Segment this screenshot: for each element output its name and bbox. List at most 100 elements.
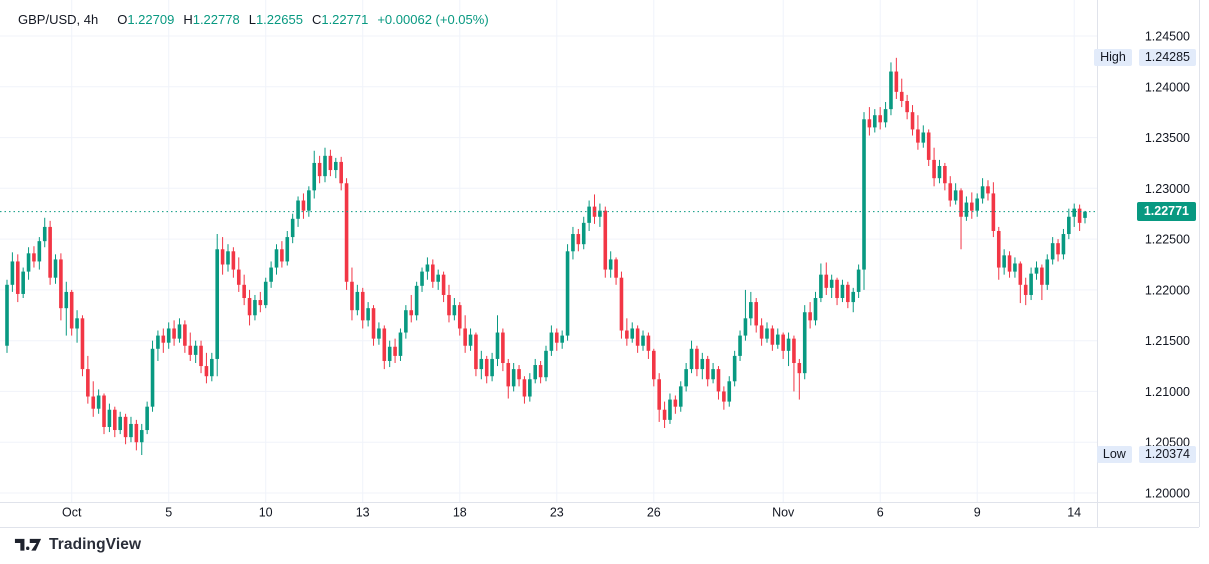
ohlc-open-value: 1.22709 bbox=[127, 12, 175, 27]
change-value: +0.00062 (+0.05%) bbox=[377, 12, 489, 27]
candle-body bbox=[700, 358, 705, 370]
candle-body bbox=[366, 308, 370, 321]
candle-body bbox=[436, 274, 440, 282]
tradingview-logo-icon bbox=[14, 538, 42, 551]
candle-body bbox=[598, 210, 602, 217]
candle-body bbox=[808, 312, 812, 321]
candle-body bbox=[344, 183, 349, 282]
candle-body bbox=[188, 345, 193, 355]
time-tick-label[interactable]: 9 bbox=[974, 506, 981, 520]
candle-body bbox=[490, 358, 494, 377]
candle-body bbox=[711, 369, 715, 380]
candle-body bbox=[695, 348, 699, 370]
candle-body bbox=[398, 332, 403, 356]
candle-body bbox=[738, 335, 742, 356]
time-tick-label[interactable]: 10 bbox=[259, 506, 273, 520]
time-tick-label[interactable]: Oct bbox=[62, 506, 82, 520]
candle-body bbox=[280, 249, 284, 262]
candle-body bbox=[824, 274, 829, 288]
candle-body bbox=[177, 324, 182, 339]
time-tick-label[interactable]: Nov bbox=[772, 506, 795, 520]
candle-body bbox=[317, 162, 322, 177]
high-marker-label: High bbox=[1094, 48, 1132, 66]
candle-body bbox=[544, 350, 548, 378]
candle-body bbox=[150, 348, 155, 407]
time-tick-label[interactable]: 26 bbox=[647, 506, 661, 520]
candle-body bbox=[274, 249, 279, 268]
ohlc-high-value: 1.22778 bbox=[192, 12, 240, 27]
candle-body bbox=[829, 279, 834, 288]
low-marker: Low 1.20374 bbox=[1096, 446, 1196, 464]
candle-body bbox=[538, 365, 543, 378]
candle-body bbox=[113, 409, 117, 431]
candle-body bbox=[360, 291, 365, 321]
candle-body bbox=[96, 395, 101, 409]
candle-body bbox=[468, 334, 473, 346]
candle-body bbox=[603, 210, 608, 270]
candle-body bbox=[749, 302, 753, 319]
candle-body bbox=[851, 291, 856, 303]
candle-body bbox=[1040, 267, 1044, 285]
candle-body bbox=[614, 259, 618, 278]
candle-body bbox=[571, 234, 575, 252]
candle-body bbox=[123, 416, 128, 438]
candle-body bbox=[727, 381, 732, 402]
time-tick-label[interactable]: 18 bbox=[453, 506, 467, 520]
candle-body bbox=[797, 363, 802, 374]
candle-body bbox=[296, 200, 300, 219]
symbol-legend[interactable]: GBP/USD, 4h O1.22709 H1.22778 L1.22655 C1.22… bbox=[18, 12, 489, 27]
candle-body bbox=[554, 332, 559, 343]
candle-body bbox=[463, 328, 467, 346]
candle-body bbox=[641, 335, 645, 346]
candle-body bbox=[1083, 211, 1087, 218]
candle-body bbox=[630, 328, 635, 339]
candle-body bbox=[253, 300, 257, 316]
candle-body bbox=[371, 308, 376, 339]
candle-body bbox=[678, 386, 683, 407]
tradingview-watermark[interactable]: TradingView bbox=[14, 535, 141, 554]
high-marker-value: 1.24285 bbox=[1138, 48, 1196, 66]
candle-body bbox=[129, 423, 133, 438]
candle-body bbox=[134, 423, 139, 443]
candle-body bbox=[528, 379, 532, 397]
candle-body bbox=[684, 369, 688, 387]
candle-body bbox=[991, 193, 996, 231]
candle-body bbox=[447, 294, 451, 316]
candle-body bbox=[107, 409, 112, 427]
candle-body bbox=[1061, 234, 1066, 255]
candle-body bbox=[522, 379, 527, 397]
ohlc-close-label: C bbox=[311, 12, 322, 27]
candle-body bbox=[646, 335, 651, 351]
candle-body bbox=[619, 277, 624, 331]
candle-body bbox=[765, 328, 769, 339]
time-tick-label[interactable]: 23 bbox=[550, 506, 564, 520]
candle-body bbox=[932, 159, 936, 179]
candle-body bbox=[754, 302, 759, 326]
time-tick-label[interactable]: 5 bbox=[165, 506, 172, 520]
candle-body bbox=[290, 218, 295, 238]
candle-body bbox=[926, 132, 931, 160]
candle-body bbox=[441, 274, 446, 295]
candle-body bbox=[474, 334, 478, 370]
candle-body bbox=[948, 183, 953, 201]
candle-body bbox=[355, 291, 360, 311]
candle-body bbox=[263, 281, 268, 306]
candle-body bbox=[285, 237, 290, 262]
time-tick-label[interactable]: 14 bbox=[1067, 506, 1081, 520]
candle-body bbox=[484, 358, 489, 377]
candle-body bbox=[856, 269, 861, 292]
candle-body bbox=[404, 310, 408, 333]
candle-body bbox=[743, 318, 748, 336]
candle-body bbox=[42, 226, 47, 242]
candle-body bbox=[506, 363, 511, 387]
candle-body bbox=[1067, 216, 1071, 235]
candle-body bbox=[943, 165, 947, 184]
time-tick-label[interactable]: 13 bbox=[356, 506, 370, 520]
time-tick-label[interactable]: 6 bbox=[877, 506, 884, 520]
candle-body bbox=[867, 119, 872, 128]
candle-body bbox=[1013, 263, 1017, 272]
price-tick-label: 1.22500 bbox=[1145, 233, 1190, 247]
candle-body bbox=[156, 335, 160, 349]
